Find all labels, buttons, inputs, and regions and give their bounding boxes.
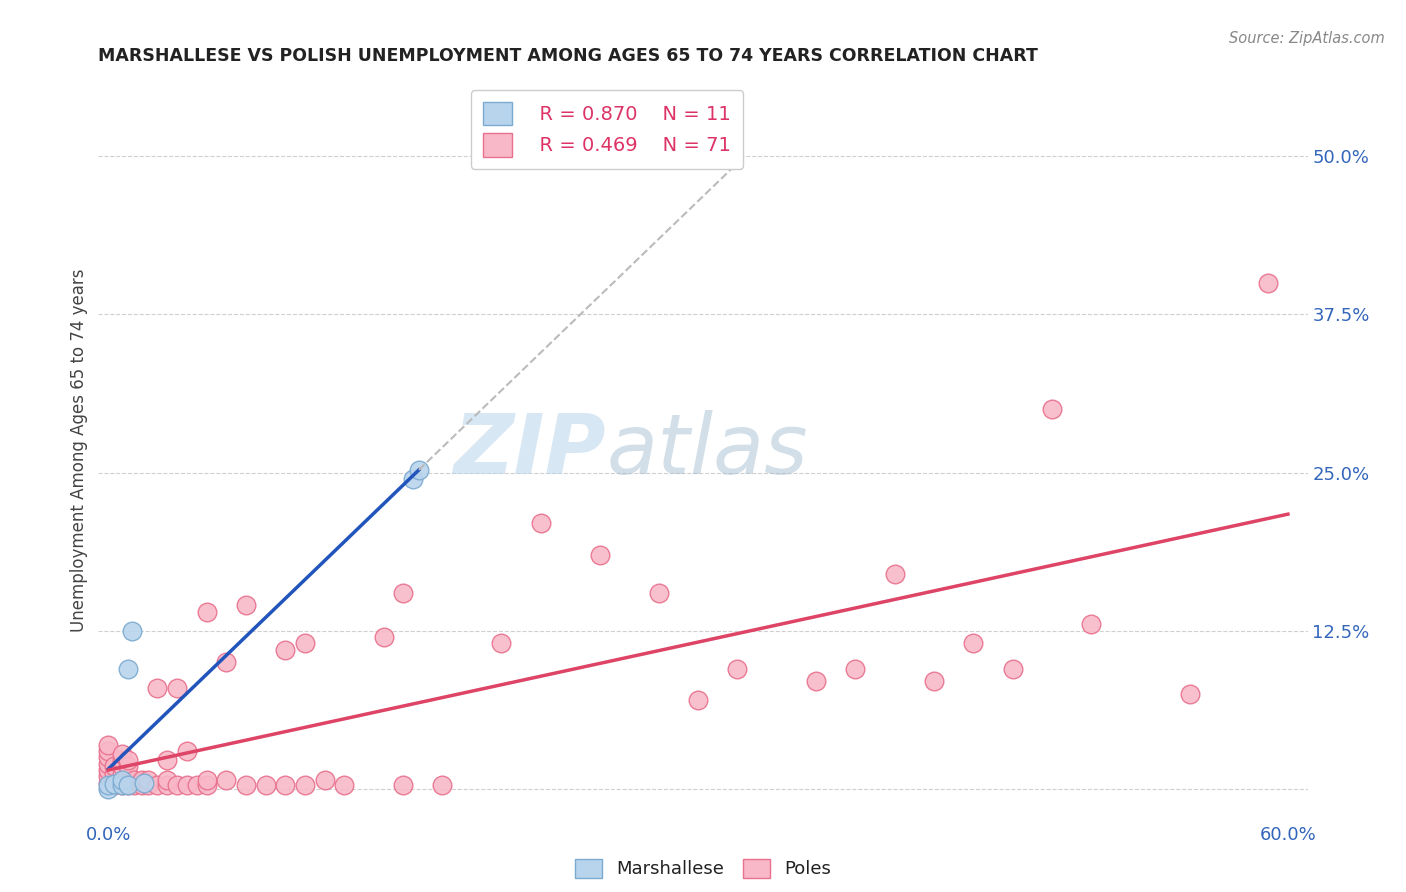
Point — [333, 778, 356, 792]
Point — [186, 778, 208, 792]
Point — [97, 769, 120, 783]
Point — [97, 756, 120, 771]
Point — [432, 778, 454, 792]
Point — [156, 753, 179, 767]
Point — [725, 662, 748, 676]
Point — [97, 744, 120, 758]
Point — [117, 759, 139, 773]
Legend: Marshallese, Poles: Marshallese, Poles — [568, 852, 838, 886]
Point — [195, 773, 218, 788]
Point — [804, 674, 827, 689]
Point — [254, 778, 277, 792]
Point — [111, 747, 134, 761]
Point — [922, 674, 945, 689]
Point — [402, 472, 425, 486]
Point — [111, 778, 134, 792]
Point — [156, 773, 179, 788]
Point — [176, 778, 198, 792]
Point — [97, 750, 120, 764]
Point — [166, 681, 188, 695]
Point — [408, 463, 430, 477]
Point — [215, 656, 238, 670]
Point — [146, 681, 169, 695]
Point — [1178, 687, 1201, 701]
Point — [274, 778, 297, 792]
Text: MARSHALLESE VS POLISH UNEMPLOYMENT AMONG AGES 65 TO 74 YEARS CORRELATION CHART: MARSHALLESE VS POLISH UNEMPLOYMENT AMONG… — [98, 47, 1038, 65]
Point — [117, 778, 139, 792]
Text: ZIP: ZIP — [454, 410, 606, 491]
Point — [132, 775, 155, 789]
Point — [1257, 276, 1279, 290]
Point — [97, 738, 120, 752]
Point — [1001, 662, 1024, 676]
Point — [103, 767, 125, 781]
Point — [195, 778, 218, 792]
Point — [136, 773, 159, 788]
Point — [97, 782, 120, 797]
Point — [314, 773, 336, 788]
Point — [294, 778, 316, 792]
Point — [117, 773, 139, 788]
Point — [111, 759, 134, 773]
Point — [111, 773, 134, 788]
Point — [166, 778, 188, 792]
Point — [117, 753, 139, 767]
Point — [111, 767, 134, 781]
Point — [103, 777, 125, 791]
Point — [215, 773, 238, 788]
Point — [176, 744, 198, 758]
Point — [274, 642, 297, 657]
Point — [97, 763, 120, 777]
Point — [111, 753, 134, 767]
Point — [491, 636, 513, 650]
Point — [883, 566, 905, 581]
Point — [117, 778, 139, 792]
Point — [962, 636, 984, 650]
Point — [294, 636, 316, 650]
Point — [103, 778, 125, 792]
Point — [156, 778, 179, 792]
Point — [117, 767, 139, 781]
Point — [103, 773, 125, 788]
Point — [373, 630, 395, 644]
Text: atlas: atlas — [606, 410, 808, 491]
Point — [1040, 402, 1063, 417]
Point — [648, 586, 671, 600]
Point — [392, 778, 415, 792]
Point — [146, 778, 169, 792]
Point — [122, 778, 145, 792]
Point — [131, 778, 153, 792]
Point — [235, 778, 257, 792]
Point — [97, 775, 120, 789]
Point — [131, 773, 153, 788]
Point — [1080, 617, 1102, 632]
Point — [530, 516, 553, 531]
Point — [121, 624, 143, 638]
Text: Source: ZipAtlas.com: Source: ZipAtlas.com — [1229, 31, 1385, 46]
Point — [111, 773, 134, 788]
Point — [117, 662, 139, 676]
Point — [111, 778, 134, 792]
Point — [392, 586, 415, 600]
Point — [844, 662, 866, 676]
Point — [122, 773, 145, 788]
Point — [195, 605, 218, 619]
Point — [103, 759, 125, 773]
Point — [688, 693, 710, 707]
Point — [235, 599, 257, 613]
Y-axis label: Unemployment Among Ages 65 to 74 years: Unemployment Among Ages 65 to 74 years — [70, 268, 89, 632]
Point — [589, 548, 612, 562]
Point — [136, 778, 159, 792]
Point — [97, 778, 120, 792]
